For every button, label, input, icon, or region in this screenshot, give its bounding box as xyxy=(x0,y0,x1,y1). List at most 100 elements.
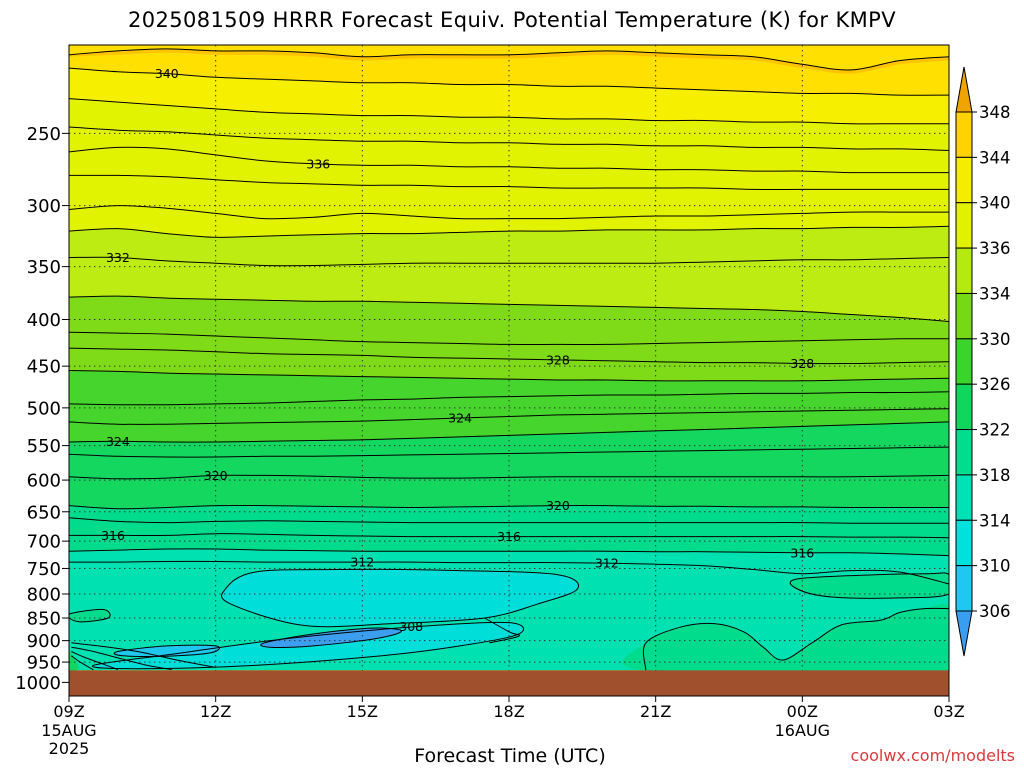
contour-band-3 xyxy=(69,226,949,322)
y-tick-label-650: 650 xyxy=(27,502,61,523)
y-tick-label-850: 850 xyxy=(27,609,61,630)
contour-label: 316 xyxy=(790,545,814,560)
x-tick-label-03Z: 03Z xyxy=(933,702,964,721)
colorbar-label-310: 310 xyxy=(979,557,1011,576)
contour-label: 332 xyxy=(106,250,130,265)
contour-line-13 xyxy=(69,391,949,406)
colorbar-label-330: 330 xyxy=(979,330,1011,349)
closed-contour-11 xyxy=(71,655,94,671)
contour-line-11 xyxy=(69,347,949,365)
colorbar-label-314: 314 xyxy=(979,511,1011,530)
colorbar-box-5 xyxy=(955,338,973,385)
contour-line-22 xyxy=(69,560,949,585)
contour-label: 312 xyxy=(595,556,619,571)
contour-line-6 xyxy=(69,205,949,220)
y-tick-label-550: 550 xyxy=(27,436,61,457)
y-tick-label-300: 300 xyxy=(27,196,61,217)
contour-line-16 xyxy=(69,446,949,458)
contour-line-7 xyxy=(69,225,949,238)
contour-line-20 xyxy=(69,533,949,539)
y-tick-label-350: 350 xyxy=(27,257,61,278)
x-tick-label-00Z: 00Z xyxy=(787,702,818,721)
colorbar-box-9 xyxy=(955,519,973,567)
contour-label: 328 xyxy=(546,352,570,367)
y-tick-label-800: 800 xyxy=(27,585,61,606)
y-tick-label-750: 750 xyxy=(27,559,61,580)
closed-contour-1 xyxy=(91,621,525,670)
colorbar-box-1 xyxy=(955,156,973,204)
colorbar-label-322: 322 xyxy=(979,421,1011,440)
contour-line-10 xyxy=(69,331,949,345)
contour-label: 320 xyxy=(204,468,228,483)
closed-contour-2 xyxy=(113,644,220,657)
colorbar-label-318: 318 xyxy=(979,466,1011,485)
colorbar-label-340: 340 xyxy=(979,194,1011,213)
contour-line-5 xyxy=(69,174,949,190)
shaded-region-6 xyxy=(790,572,949,599)
contour-label: 308 xyxy=(399,619,423,634)
closed-contour-6 xyxy=(484,617,521,644)
colorbar-box-3 xyxy=(955,247,973,294)
contour-label: 336 xyxy=(306,156,330,171)
x-tick-sublabel: 16AUG xyxy=(775,721,830,740)
site-credit: coolwx.com/modelts xyxy=(850,746,1015,765)
contour-line-14 xyxy=(69,408,949,425)
x-tick-label-21Z: 21Z xyxy=(640,702,671,721)
y-tick-label-500: 500 xyxy=(27,398,61,419)
y-tick-label-900: 900 xyxy=(27,631,61,652)
closed-contour-7 xyxy=(69,608,111,623)
contour-line-2 xyxy=(69,98,949,125)
x-axis-title: Forecast Time (UTC) xyxy=(414,745,606,767)
closed-contour-3 xyxy=(260,627,402,648)
colorbar-label-334: 334 xyxy=(979,284,1011,303)
chart-title: 2025081509 HRRR Forecast Equiv. Potentia… xyxy=(127,8,897,32)
contour-label: 328 xyxy=(790,356,814,371)
terrain-fill xyxy=(69,670,949,696)
contour-label: 316 xyxy=(497,529,521,544)
colorbar-box-2 xyxy=(955,202,973,249)
contour-line-12 xyxy=(69,370,949,382)
contour-label: 340 xyxy=(155,66,179,81)
closed-contour-8 xyxy=(71,642,216,668)
colorbar-top-arrow xyxy=(955,66,973,113)
y-tick-label-400: 400 xyxy=(27,310,61,331)
contour-line-8 xyxy=(69,256,949,267)
colorbar-box-0 xyxy=(955,111,973,158)
colorbar-label-336: 336 xyxy=(979,239,1011,258)
contour-line-17 xyxy=(69,474,949,480)
colorbar-label-348: 348 xyxy=(979,103,1011,122)
x-tick-label-12Z: 12Z xyxy=(200,702,231,721)
colorbar-label-306: 306 xyxy=(979,602,1011,621)
contour-label: 312 xyxy=(350,555,374,570)
y-tick-label-950: 950 xyxy=(27,653,61,674)
shaded-region-2 xyxy=(114,645,220,657)
contour-label: 324 xyxy=(448,411,472,426)
colorbar-box-10 xyxy=(955,565,973,612)
colorbar-bottom-arrow xyxy=(955,610,973,657)
contour-line-0 xyxy=(69,48,949,71)
colorbar-box-8 xyxy=(955,474,973,521)
contour-line-18 xyxy=(69,504,949,510)
y-tick-label-700: 700 xyxy=(27,532,61,553)
contour-band-4 xyxy=(69,296,949,381)
colorbar-box-4 xyxy=(955,292,973,340)
x-tick-label-09Z: 09Z xyxy=(53,702,84,721)
shaded-region-4 xyxy=(69,609,111,622)
contour-line-3 xyxy=(69,126,949,151)
closed-contour-0 xyxy=(220,568,579,628)
closed-contour-9 xyxy=(71,646,172,670)
x-tick-label-15Z: 15Z xyxy=(347,702,378,721)
colorbar-label-326: 326 xyxy=(979,375,1011,394)
contour-line-21 xyxy=(69,548,949,557)
x-tick-sublabel: 15AUG xyxy=(41,721,96,740)
closed-contour-10 xyxy=(71,651,119,670)
contour-line-1 xyxy=(69,67,949,96)
contour-line-19 xyxy=(69,517,949,524)
y-tick-label-1000: 1000 xyxy=(15,673,61,694)
contour-line-15 xyxy=(69,421,949,443)
contour-line-9 xyxy=(69,295,949,322)
x-tick-label-18Z: 18Z xyxy=(493,702,524,721)
contour-label: 320 xyxy=(546,498,570,513)
contour-label: 324 xyxy=(106,434,130,449)
